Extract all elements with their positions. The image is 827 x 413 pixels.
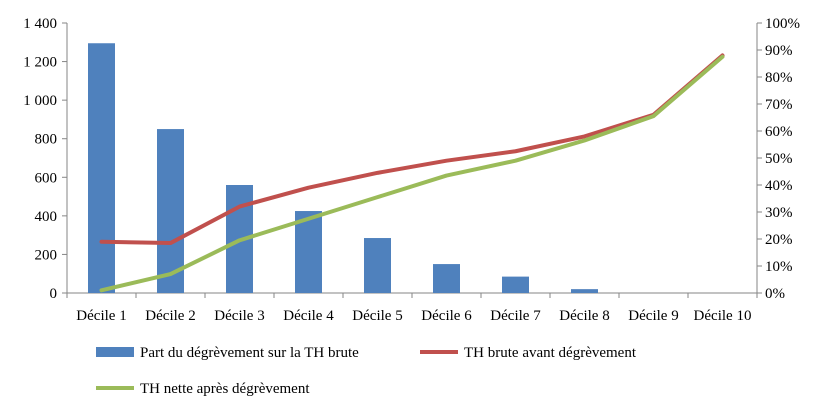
bar [88,43,115,293]
legend-label: TH nette après dégrèvement [140,381,310,397]
bar [364,238,391,293]
x-tick-label: Décile 10 [694,308,752,324]
bar [502,276,529,293]
right-tick-label: 70% [765,97,793,113]
series-line [99,54,725,293]
right-tick-label: 0% [765,286,785,302]
legend-label: Part du dégrèvement sur la TH brute [140,345,359,361]
left-tick-label: 1 200 [23,55,57,71]
left-tick-label: 0 [50,286,58,302]
x-tick-label: Décile 5 [352,308,402,324]
x-tick-label: Décile 3 [214,308,264,324]
left-tick-label: 1 400 [23,16,57,32]
x-tick-label: Décile 7 [490,308,541,324]
series-line [99,53,725,246]
right-tick-label: 90% [765,43,793,59]
right-tick-label: 40% [765,178,793,194]
legend: Part du dégrèvement sur la TH brute TH br… [96,345,637,397]
legend-swatch [96,347,134,357]
bar [157,129,184,293]
x-tick-label: Décile 8 [559,308,609,324]
x-tick-label: Décile 2 [145,308,195,324]
left-tick-label: 800 [35,132,58,148]
right-tick-label: 100% [765,16,800,32]
left-tick-label: 400 [35,209,58,225]
left-tick-label: 600 [35,170,58,186]
x-tick-label: Décile 9 [628,308,678,324]
bar [571,289,598,293]
right-tick-label: 80% [765,70,793,86]
bar [295,211,322,293]
left-tick-label: 200 [35,247,58,263]
bars [88,43,598,293]
right-tick-label: 30% [765,205,793,221]
lines [99,53,725,293]
right-tick-label: 10% [765,259,793,275]
x-tick-label: Décile 6 [421,308,472,324]
legend-label: TH brute avant dégrèvement [464,345,637,361]
right-tick-label: 20% [765,232,793,248]
right-tick-label: 50% [765,151,793,167]
tick-labels: 0 200 400 600 800 1 000 1 200 1 400 0% 10% 20% 30% 4… [23,16,800,324]
right-tick-label: 60% [765,124,793,140]
bar [433,264,460,293]
left-tick-label: 1 000 [23,93,57,109]
x-tick-label: Décile 1 [76,308,126,324]
x-tick-label: Décile 4 [283,308,334,324]
